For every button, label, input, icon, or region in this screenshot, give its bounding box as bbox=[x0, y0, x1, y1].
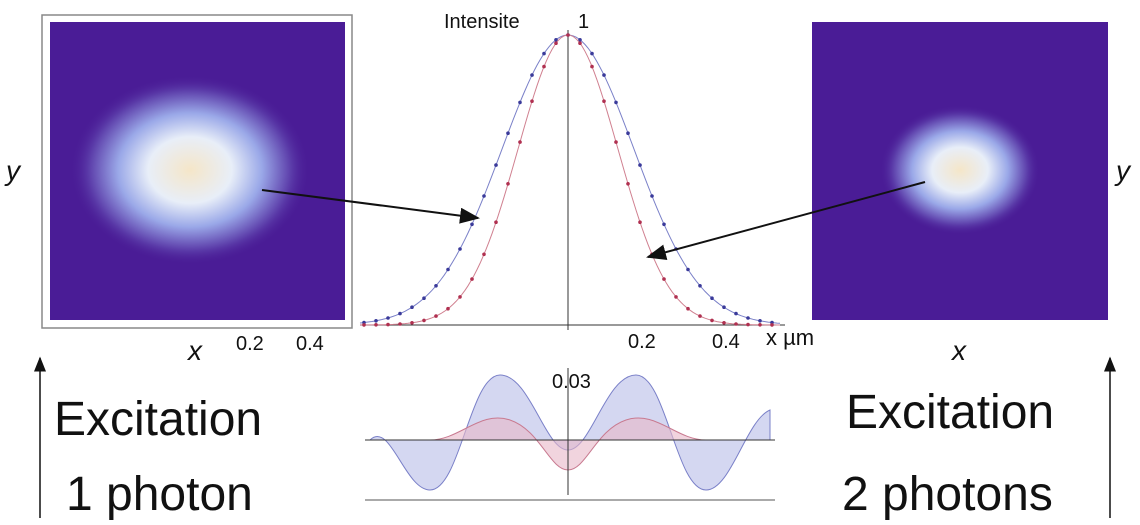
profile-dot bbox=[626, 182, 630, 186]
profile-dot bbox=[494, 220, 498, 224]
profile-dot bbox=[710, 319, 714, 323]
profile-dot bbox=[398, 322, 402, 326]
profile-dot bbox=[470, 277, 474, 281]
profile-dot bbox=[446, 307, 450, 311]
profile-dot bbox=[698, 314, 702, 318]
figure: Intensite 1 0.2 0.4 x µm y x 0.2 0.4 y x… bbox=[0, 0, 1140, 520]
profile-dot bbox=[626, 131, 630, 135]
caption: Excitation bbox=[54, 393, 262, 446]
profile-dot bbox=[746, 323, 750, 327]
profile-dot bbox=[662, 277, 666, 281]
profile-dot bbox=[470, 223, 474, 227]
profile-dot bbox=[434, 314, 438, 318]
x-tick-label: 0.2 bbox=[236, 333, 264, 355]
profile-dot bbox=[734, 322, 738, 326]
y-label: y bbox=[4, 155, 22, 186]
profile-dot bbox=[422, 296, 426, 300]
x-tick-label: 0.4 bbox=[296, 333, 324, 355]
profile-dot bbox=[482, 253, 486, 257]
y-label: y bbox=[1114, 155, 1132, 186]
caption: Excitation bbox=[846, 386, 1054, 439]
y-label: Intensite bbox=[444, 11, 520, 33]
profile-dot bbox=[506, 131, 510, 135]
x-label: x bbox=[186, 335, 203, 366]
y-tick-label: 1 bbox=[578, 11, 589, 33]
left-spot bbox=[70, 75, 310, 265]
profile-dot bbox=[602, 73, 606, 77]
caption: 1 photon bbox=[66, 468, 253, 520]
profile-dot bbox=[518, 140, 522, 144]
center-plot bbox=[360, 30, 785, 330]
profile-dot bbox=[614, 140, 618, 144]
profile-dot bbox=[722, 305, 726, 309]
profile-dot bbox=[590, 65, 594, 69]
profile-dot bbox=[578, 41, 582, 45]
profile-dot bbox=[422, 319, 426, 323]
profile-dot bbox=[638, 163, 642, 167]
profile-dot bbox=[662, 223, 666, 227]
profile-dot bbox=[410, 305, 414, 309]
profile-dot bbox=[614, 101, 618, 105]
profile-dot bbox=[566, 33, 570, 37]
profile-dot bbox=[542, 52, 546, 56]
profile-dot bbox=[506, 182, 510, 186]
profile-dot bbox=[746, 316, 750, 320]
profile-dot bbox=[386, 323, 390, 327]
profile-dot bbox=[698, 284, 702, 288]
profile-dot bbox=[758, 323, 762, 327]
profile-dot bbox=[650, 194, 654, 198]
profile-curve bbox=[360, 35, 780, 325]
profile-dot bbox=[590, 52, 594, 56]
x-label: x bbox=[950, 335, 967, 366]
right-spot bbox=[880, 105, 1040, 235]
profile-dot bbox=[458, 295, 462, 299]
profile-dot bbox=[722, 321, 726, 325]
profile-dot bbox=[374, 319, 378, 323]
profile-dot bbox=[518, 101, 522, 105]
profile-dot bbox=[458, 247, 462, 251]
x-tick-label: 0.4 bbox=[712, 331, 740, 353]
profile-dot bbox=[686, 307, 690, 311]
profile-dot bbox=[530, 73, 534, 77]
profile-dot bbox=[542, 65, 546, 69]
profile-dot bbox=[674, 295, 678, 299]
profile-dot bbox=[410, 321, 414, 325]
profile-dot bbox=[362, 323, 366, 327]
profile-dot bbox=[374, 323, 378, 327]
y-tick-label: 0.03 bbox=[552, 371, 591, 393]
profile-dot bbox=[446, 268, 450, 272]
profile-dot bbox=[494, 163, 498, 167]
profile-dot bbox=[638, 220, 642, 224]
profile-dot bbox=[554, 41, 558, 45]
profile-dot bbox=[686, 268, 690, 272]
profile-dot bbox=[530, 99, 534, 103]
x-label: x µm bbox=[766, 325, 814, 350]
profile-dot bbox=[434, 284, 438, 288]
caption: 2 photons bbox=[842, 468, 1053, 520]
profile-dot bbox=[734, 312, 738, 316]
page: {"figure": { "center_plot": {"y_label": … bbox=[0, 0, 1140, 520]
profile-dot bbox=[482, 194, 486, 198]
profile-dot bbox=[386, 316, 390, 320]
x-tick-label: 0.2 bbox=[628, 331, 656, 353]
profile-dot bbox=[602, 99, 606, 103]
profile-dot bbox=[398, 312, 402, 316]
profile-curve bbox=[360, 35, 780, 323]
profile-dot bbox=[710, 296, 714, 300]
profile-dot bbox=[758, 319, 762, 323]
